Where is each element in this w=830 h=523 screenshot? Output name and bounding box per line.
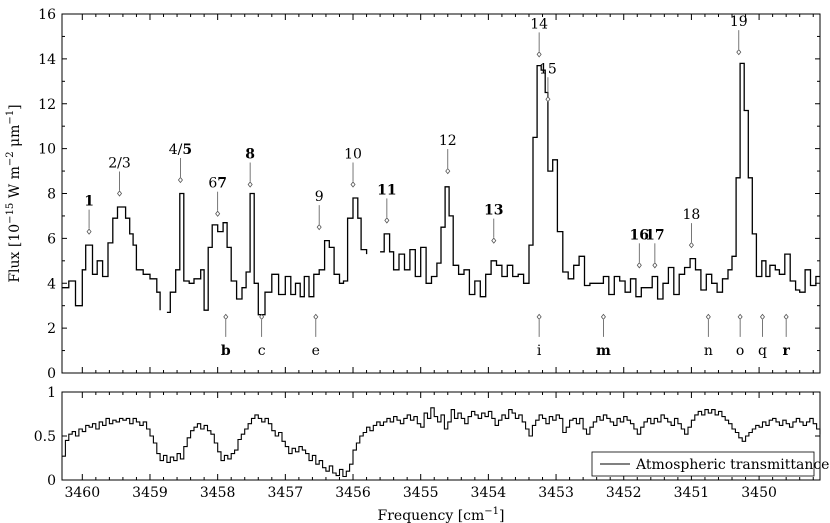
y-tick-label: 1 — [47, 385, 56, 401]
annotation-marker — [215, 210, 221, 217]
annotation-label: 67 — [208, 176, 227, 192]
flux-y-ticks: 0 2 4 6 8 10 12 14 16 — [38, 7, 820, 382]
x-tick-label: 3452 — [606, 485, 642, 501]
flux-x-ticks — [81, 14, 814, 373]
flux-plot-frame — [61, 13, 821, 374]
annotation-marker — [600, 313, 606, 321]
annotation-marker — [736, 49, 742, 56]
annotation-label: 14 — [530, 16, 548, 32]
x-tick-label: 3457 — [268, 485, 304, 501]
annotation-label: 4/5 — [169, 142, 192, 158]
annotation-label: e — [312, 343, 320, 359]
y-tick-label: 0.5 — [34, 429, 56, 445]
y-tick-label: 0 — [47, 366, 56, 382]
annotation-marker — [313, 313, 319, 321]
annotation-label: 15 — [539, 61, 557, 77]
y-tick-label: 10 — [38, 142, 56, 158]
annotation-label: q — [758, 343, 767, 359]
x-tick-label: 3453 — [538, 485, 574, 501]
annotation-marker — [247, 181, 253, 188]
y-tick-label: 0 — [47, 473, 56, 489]
annotation-marker — [652, 262, 658, 269]
flux-spectrum — [62, 62, 820, 316]
annotation-marker — [705, 313, 711, 321]
y-tick-label: 14 — [38, 52, 56, 68]
annotation-marker — [491, 237, 497, 244]
annotation-label: b — [221, 343, 231, 359]
transmittance-panel: 00.51 3460 3459 3458 3457 3456 3455 3454 3453 34… — [34, 385, 830, 523]
annotation-marker — [688, 241, 694, 249]
flux-spectrum-segment — [166, 192, 368, 316]
annotation-label: r — [782, 343, 790, 359]
annotation-label: n — [704, 343, 713, 359]
annotation-label: 1 — [84, 194, 94, 210]
annotation-marker — [259, 313, 265, 321]
annotation-label: 18 — [682, 207, 700, 223]
x-tick-label: 3456 — [335, 485, 371, 501]
annotation-marker — [223, 313, 229, 321]
annotation-label: o — [736, 343, 744, 359]
annotation-label: 10 — [344, 147, 362, 163]
transmittance-curve — [62, 407, 821, 478]
annotation-label: 9 — [315, 189, 324, 205]
annotation-marker — [759, 313, 765, 321]
annotation-marker — [384, 217, 390, 224]
y-tick-label: 16 — [38, 7, 56, 23]
transmittance-line — [62, 407, 821, 478]
x-tick-label: 3459 — [132, 485, 168, 501]
annotation-marker — [177, 176, 183, 184]
x-tick-label: 3458 — [200, 485, 236, 501]
legend: Atmospheric transmittance — [591, 451, 829, 477]
y-tick-label: 6 — [47, 231, 56, 247]
x-tick-label: 3454 — [471, 485, 507, 501]
x-tick-label: 3451 — [674, 485, 710, 501]
annotation-label: 12 — [439, 133, 457, 149]
x-tick-label: 3450 — [741, 485, 777, 501]
annotation-label: 8 — [245, 147, 255, 163]
annotation-label: 17 — [645, 227, 664, 243]
y-tick-label: 8 — [47, 187, 56, 203]
flux-spectrum-segment — [380, 62, 820, 300]
legend-label: Atmospheric transmittance — [635, 457, 829, 473]
annotation-marker — [316, 224, 322, 231]
annotation-marker — [737, 313, 743, 321]
annotation-marker — [636, 262, 642, 269]
y-tick-label: 2 — [47, 321, 56, 337]
flux-spectrum-segment — [62, 206, 161, 311]
annotation-label: m — [596, 343, 611, 359]
annotation-label: c — [258, 343, 266, 359]
transmittance-y-ticks: 00.51 — [34, 385, 820, 489]
transmittance-x-ticks: 3460 3459 3458 3457 3456 3455 3454 3453 3452 3451… — [64, 392, 814, 501]
annotation-marker — [783, 313, 789, 321]
annotation-label: 19 — [730, 14, 748, 30]
annotation-marker — [536, 51, 542, 58]
y-tick-label: 12 — [38, 97, 56, 113]
annotation-label: 13 — [484, 203, 503, 219]
y-tick-label: 4 — [47, 276, 56, 292]
annotation-label: i — [537, 343, 542, 359]
annotation-label: 2/3 — [108, 156, 131, 172]
annotation-marker — [117, 190, 123, 197]
annotation-marker — [350, 181, 356, 188]
annotation-marker — [536, 313, 542, 321]
x-tick-label: 3455 — [403, 485, 439, 501]
annotation-label: 16 — [630, 227, 649, 243]
annotation-marker — [445, 167, 451, 175]
x-axis-label: Frequency [cm−1] — [378, 506, 505, 523]
flux-y-axis-label: Flux [10−15 W m−2 μm−1] — [5, 104, 23, 282]
annotation-marker — [545, 96, 551, 103]
annotation-marker — [86, 228, 92, 235]
annotation-label: 11 — [377, 182, 396, 198]
x-tick-label: 3460 — [64, 485, 100, 501]
